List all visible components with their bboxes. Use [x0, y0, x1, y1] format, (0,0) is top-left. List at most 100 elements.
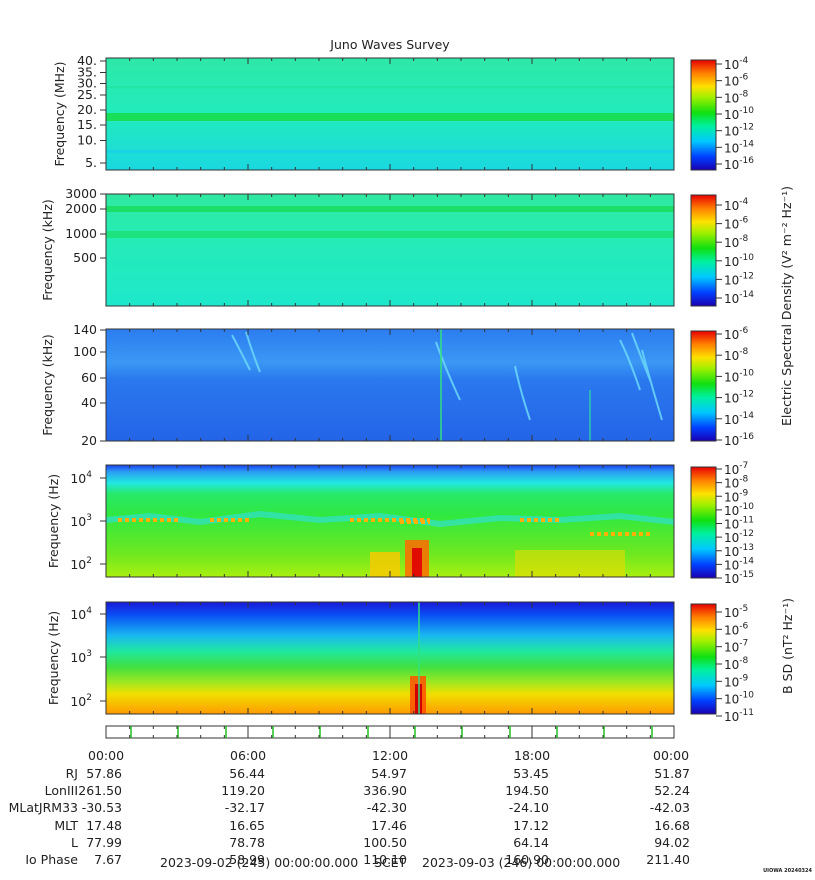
colorbar-tick-label: 10-8 [724, 347, 749, 363]
colorbar-tick-label: 10-10 [724, 368, 754, 384]
colorbar-tick-label: 10-9 [724, 673, 749, 689]
panel-khz-high-band-2000 [106, 206, 674, 212]
ephemeris-value: 17.48 [86, 817, 122, 833]
panel-khz-low-yticks: 140 100 60 40 20 [73, 322, 106, 448]
time-label-4: 00:00 [653, 748, 690, 763]
ytick-label: 500 [73, 250, 97, 265]
credit-label: UIOWA 20240324 [763, 868, 812, 874]
ephemeris-value: -42.03 [649, 800, 690, 816]
ephemeris-value: 17.12 [513, 817, 549, 833]
ephemeris-value: 53.45 [513, 766, 549, 781]
panel-hz-electric-orange-band [118, 518, 650, 536]
ytick-label: 2000 [65, 201, 97, 216]
panel-hz-electric-colorbar [690, 466, 717, 579]
panel-khz-high-ylabel: Frequency (kHz) [40, 199, 55, 301]
colorbar-tick-label: 10-7 [724, 639, 748, 655]
panel-mhz-colorbar [690, 59, 717, 171]
ephemeris-value: 211.40 [646, 852, 690, 867]
panel-hz-magnetic-ylabel: Frequency (Hz) [46, 611, 61, 705]
ephemeris-value: -24.10 [508, 800, 549, 816]
panel-hz-magnetic-colorbar [690, 603, 717, 715]
ephemeris-value: 194.50 [505, 783, 549, 799]
ephemeris-value: 119.20 [221, 783, 265, 799]
panel-x-ticks [105, 58, 675, 738]
ytick-label: 102 [70, 693, 92, 709]
colorbar-tick-label: 10-12 [724, 123, 754, 139]
ephemeris-value: 100.50 [363, 834, 407, 850]
ytick-label: 20. [77, 102, 97, 117]
colorbar-label-electric: Electric Spectral Density (V² m⁻² Hz⁻¹) [779, 186, 794, 426]
colorbar-tick-label: 10-6 [724, 621, 749, 637]
colorbar-tick-label: 10-6 [724, 326, 749, 342]
ytick-label: 60 [81, 370, 97, 385]
panel-hz-electric-cyan-band [105, 510, 675, 528]
ephemeris-value: -32.17 [224, 800, 265, 816]
panel-hz-magnetic-yticks: 104 103 102 [70, 606, 106, 709]
colorbar-tick-label: 10-14 [724, 290, 754, 306]
panel-hz-electric: Frequency (Hz) 104 103 102 10-710-810-910-… [46, 461, 754, 586]
panel-khz-low-colorbar [690, 330, 717, 442]
colorbar-tick-label: 10-14 [724, 411, 754, 427]
ytick-label: 15. [77, 117, 97, 132]
ephemeris-value: 16.65 [229, 817, 265, 833]
panel-khz-low-emission-arcs [231, 331, 663, 421]
panel-mhz-band-faint [106, 86, 674, 88]
colorbar-label-magnetic: B SD (nT² Hz⁻¹) [780, 598, 795, 694]
ephemeris-value: 16.68 [654, 817, 690, 833]
panel-khz-low-colorbar-ticks: 10-6 10-8 10-10 10-12 10-14 10-16 [716, 326, 754, 448]
ytick-label: 1000 [65, 226, 97, 241]
ephemeris-row-label: Io Phase [25, 852, 78, 867]
colorbar-tick-label: 10-12 [724, 271, 754, 287]
colorbar-tick-label: 10-8 [724, 234, 749, 250]
time-strip-marks [130, 726, 653, 738]
ephemeris-value: 58.99 [229, 852, 265, 867]
panel-hz-electric-burst-2 [370, 552, 400, 577]
panel-hz-electric-yticks: 104 103 102 [70, 470, 106, 572]
ytick-label: 25. [77, 87, 97, 102]
ephemeris-value: -30.53 [81, 800, 122, 816]
figure-title: Juno Waves Survey [329, 37, 450, 52]
ephemeris-row-label: L [71, 834, 78, 850]
footer-scet: SCET [374, 855, 407, 870]
ephemeris-value: 17.46 [371, 817, 407, 833]
ephemeris-value: 78.78 [229, 834, 265, 850]
ephemeris-value: 94.02 [654, 834, 690, 850]
panel-mhz: Frequency (MHz) 40.35.30.25.20.15.10.5. … [52, 53, 754, 172]
ephemeris-value: 57.86 [86, 766, 122, 781]
panel-khz-low-ylabel: Frequency (kHz) [40, 334, 55, 436]
ephemeris-value: 77.99 [86, 834, 122, 850]
colorbar-tick-label: 10-6 [724, 73, 749, 89]
colorbar-tick-label: 10-8 [724, 89, 749, 105]
colorbar-tick-label: 10-10 [724, 253, 754, 269]
panel-mhz-band-20mhz [106, 113, 674, 121]
ephemeris-value: 7.67 [94, 852, 122, 867]
panel-khz-high-spectrogram [106, 194, 674, 306]
panel-khz-low-spectrogram [106, 329, 674, 441]
ytick-label: 5. [85, 155, 97, 170]
colorbar-tick-label: 10-10 [724, 691, 754, 707]
colorbar-tick-label: 10-8 [724, 656, 749, 672]
colorbar-tick-label: 10-4 [724, 56, 749, 72]
time-label-2: 12:00 [372, 748, 409, 763]
ephemeris-value: 64.14 [513, 834, 549, 850]
panel-mhz-yticks: 40.35.30.25.20.15.10. 5. [77, 53, 106, 170]
colorbar-tick-label: 10-16 [724, 432, 754, 448]
ytick-label: 103 [70, 649, 92, 665]
ephemeris-value: 56.44 [229, 766, 265, 781]
panel-hz-electric-ylabel: Frequency (Hz) [46, 474, 61, 568]
ytick-label: 103 [70, 513, 92, 529]
panel-khz-high-colorbar-ticks: 10-4 10-6 10-8 10-10 10-12 10-14 [716, 197, 754, 306]
ephemeris-value: -42.30 [366, 800, 407, 816]
panel-khz-high-band-1000 [106, 231, 674, 238]
ytick-label: 3000 [65, 186, 97, 201]
ytick-label: 104 [70, 470, 92, 486]
colorbar-tick-label: 10-11 [724, 708, 754, 724]
ytick-label: 104 [70, 606, 92, 622]
colorbar-tick-label: 10-15 [724, 570, 754, 586]
ephemeris-value: 261.50 [78, 783, 122, 799]
